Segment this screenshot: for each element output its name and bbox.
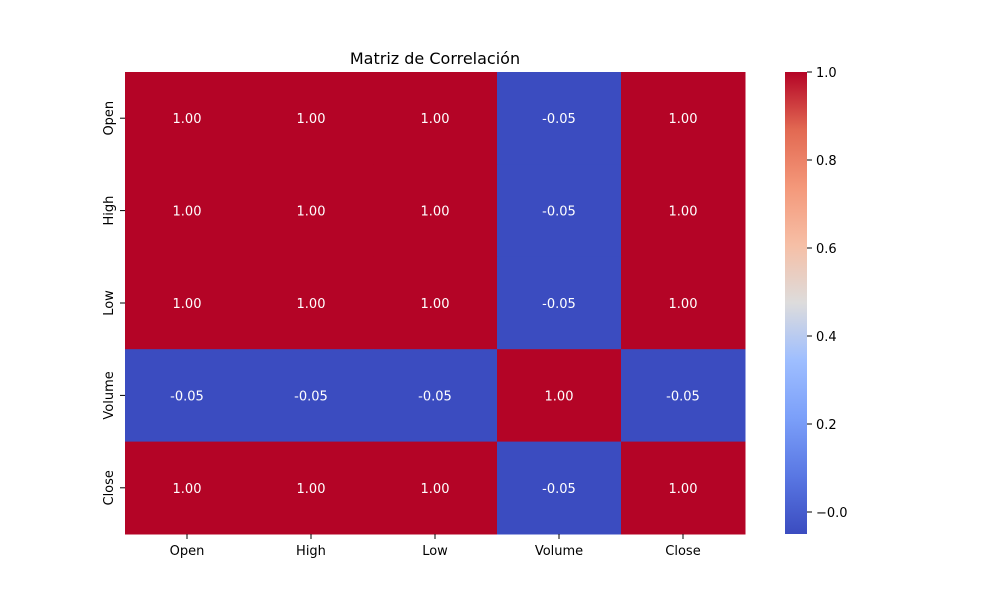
heatmap-cell-high-close bbox=[621, 164, 746, 258]
cell-label: 1.00 bbox=[173, 297, 202, 312]
cell-label: -0.05 bbox=[542, 112, 576, 127]
cell-label: -0.05 bbox=[418, 389, 452, 404]
y-axis: Open High Low Volume Close bbox=[102, 101, 125, 506]
cell-label: 1.00 bbox=[173, 112, 202, 127]
heatmap-cells bbox=[125, 72, 746, 535]
cell-label: 1.00 bbox=[669, 297, 698, 312]
y-tick-label: Low bbox=[102, 290, 117, 316]
heatmap-cell-high-open bbox=[125, 164, 250, 258]
heatmap-cell-low-volume bbox=[497, 256, 622, 350]
colorbar-tick-label: 0.4 bbox=[816, 330, 837, 345]
x-tick-label: Open bbox=[170, 544, 205, 559]
heatmap-cell-close-low bbox=[373, 441, 498, 535]
heatmap-cell-close-close bbox=[621, 441, 746, 535]
cell-label: 1.00 bbox=[297, 297, 326, 312]
heatmap-cell-volume-open bbox=[125, 349, 250, 443]
colorbar-tick-label: 0.2 bbox=[816, 418, 837, 433]
cell-label: -0.05 bbox=[542, 297, 576, 312]
heatmap-cell-high-high bbox=[249, 164, 374, 258]
x-axis: Open High Low Volume Close bbox=[170, 534, 701, 559]
heatmap-cell-open-open bbox=[125, 72, 250, 165]
colorbar-tick-label: 1.0 bbox=[816, 66, 837, 81]
cell-label: 1.00 bbox=[173, 482, 202, 497]
colorbar-gradient bbox=[785, 72, 807, 534]
cell-label: 1.00 bbox=[421, 482, 450, 497]
cell-label: 1.00 bbox=[669, 205, 698, 220]
colorbar-tick-label: 0.8 bbox=[816, 154, 837, 169]
heatmap-cell-close-open bbox=[125, 441, 250, 535]
chart-title: Matriz de Correlación bbox=[350, 49, 520, 68]
cell-label: 1.00 bbox=[421, 112, 450, 127]
colorbar: −0.0 0.2 0.4 0.6 0.8 1.0 bbox=[785, 66, 848, 534]
heatmap-cell-close-volume bbox=[497, 441, 622, 535]
cell-label: 1.00 bbox=[421, 205, 450, 220]
y-tick-label: Open bbox=[102, 101, 117, 136]
heatmap-cell-close-high bbox=[249, 441, 374, 535]
colorbar-tick-label: 0.6 bbox=[816, 242, 837, 257]
cell-label: -0.05 bbox=[170, 389, 204, 404]
x-tick-label: Volume bbox=[535, 544, 583, 559]
cell-label: 1.00 bbox=[297, 482, 326, 497]
cell-label: 1.00 bbox=[669, 112, 698, 127]
cell-label: 1.00 bbox=[421, 297, 450, 312]
heatmap-cell-labels: 1.00 1.00 1.00 -0.05 1.00 1.00 1.00 1.00 -0.05 1.… bbox=[170, 112, 700, 497]
heatmap-cell-low-close bbox=[621, 256, 746, 350]
heatmap-cell-volume-volume bbox=[497, 349, 622, 443]
heatmap-cell-open-high bbox=[249, 72, 374, 165]
heatmap-cell-volume-close bbox=[621, 349, 746, 443]
heatmap-cell-open-close bbox=[621, 72, 746, 165]
colorbar-ticks: −0.0 0.2 0.4 0.6 0.8 1.0 bbox=[807, 66, 848, 521]
cell-label: -0.05 bbox=[542, 482, 576, 497]
cell-label: 1.00 bbox=[297, 205, 326, 220]
y-tick-label: Volume bbox=[102, 371, 117, 419]
y-tick-label: Close bbox=[102, 470, 117, 505]
heatmap-cell-high-volume bbox=[497, 164, 622, 258]
heatmap-cell-volume-low bbox=[373, 349, 498, 443]
heatmap-cell-open-low bbox=[373, 72, 498, 165]
heatmap-cell-low-open bbox=[125, 256, 250, 350]
y-tick-label: High bbox=[102, 196, 117, 226]
heatmap-cell-open-volume bbox=[497, 72, 622, 165]
x-tick-label: Close bbox=[665, 544, 700, 559]
colorbar-tick-label: −0.0 bbox=[816, 506, 848, 521]
cell-label: 1.00 bbox=[545, 389, 574, 404]
heatmap-cell-low-high bbox=[249, 256, 374, 350]
x-tick-label: Low bbox=[422, 544, 448, 559]
heatmap-cell-volume-high bbox=[249, 349, 374, 443]
cell-label: -0.05 bbox=[294, 389, 328, 404]
cell-label: -0.05 bbox=[542, 205, 576, 220]
cell-label: 1.00 bbox=[173, 205, 202, 220]
heatmap-cell-low-low bbox=[373, 256, 498, 350]
x-tick-label: High bbox=[296, 544, 326, 559]
heatmap-cell-high-low bbox=[373, 164, 498, 258]
cell-label: -0.05 bbox=[666, 389, 700, 404]
cell-label: 1.00 bbox=[297, 112, 326, 127]
cell-label: 1.00 bbox=[669, 482, 698, 497]
